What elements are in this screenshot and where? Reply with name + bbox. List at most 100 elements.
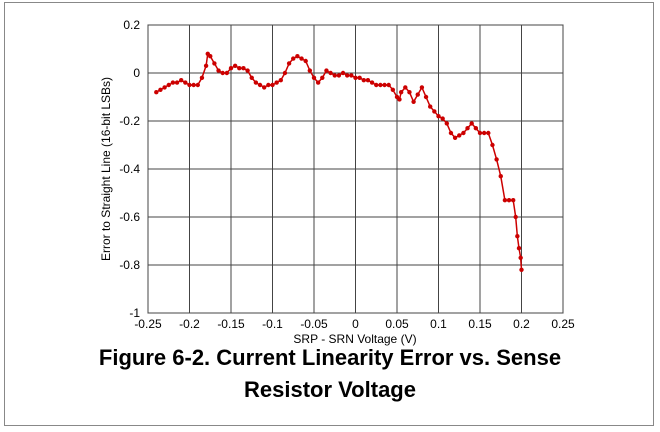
data-point <box>498 174 503 179</box>
y-tick-label: 0.2 <box>123 18 140 32</box>
data-point <box>154 90 159 95</box>
data-point <box>257 82 263 88</box>
data-point <box>340 70 346 76</box>
data-point <box>232 63 238 68</box>
x-tick-label: -0.2 <box>179 317 200 331</box>
data-point <box>490 142 495 148</box>
data-point <box>266 82 271 88</box>
x-tick-label: -0.1 <box>262 317 283 331</box>
x-tick-label: 0.2 <box>513 317 530 331</box>
data-point <box>262 85 267 90</box>
data-point <box>428 104 433 109</box>
data-point <box>286 61 292 66</box>
data-point <box>461 130 466 136</box>
data-point <box>278 78 283 83</box>
data-point <box>506 198 512 203</box>
x-tick-label: -0.05 <box>300 317 328 331</box>
data-point <box>516 246 522 251</box>
data-point <box>502 198 508 203</box>
data-point <box>208 54 213 59</box>
x-tick-label: 0.1 <box>430 317 447 331</box>
x-tick-label: -0.25 <box>134 317 162 331</box>
data-point <box>469 121 474 126</box>
x-tick-label: 0.05 <box>385 317 409 331</box>
data-point <box>224 70 230 76</box>
data-point <box>357 75 362 81</box>
data-point <box>397 97 402 102</box>
data-point <box>518 255 523 260</box>
data-point <box>183 80 188 85</box>
data-point <box>220 70 225 76</box>
figure-frame <box>4 2 654 426</box>
data-point <box>199 75 205 81</box>
data-point <box>382 82 387 88</box>
data-point <box>320 75 325 81</box>
data-point <box>353 75 358 81</box>
data-point <box>162 85 167 90</box>
data-point <box>423 94 429 100</box>
data-point <box>477 130 483 136</box>
data-point <box>444 121 449 126</box>
data-point <box>473 126 479 131</box>
data-point <box>365 78 371 83</box>
data-point <box>237 66 242 71</box>
data-point <box>440 116 445 121</box>
data-point <box>241 66 246 71</box>
data-point <box>179 78 184 83</box>
data-point <box>390 87 396 93</box>
data-point <box>515 234 520 239</box>
y-tick-label: 0 <box>133 66 140 80</box>
y-tick-label: -0.4 <box>119 162 140 176</box>
data-point <box>212 61 217 66</box>
data-point <box>432 109 437 114</box>
y-tick-label: -1 <box>129 306 140 320</box>
data-point <box>436 114 441 119</box>
data-point <box>519 267 524 272</box>
data-point <box>187 82 192 88</box>
y-tick-label: -0.2 <box>119 114 140 128</box>
data-point <box>299 56 304 61</box>
data-point <box>374 82 379 88</box>
data-point <box>419 85 425 90</box>
data-point <box>361 78 366 83</box>
data-point <box>245 68 250 73</box>
data-point <box>249 75 254 81</box>
data-point <box>216 68 221 73</box>
data-point <box>345 73 350 78</box>
x-tick-label: -0.15 <box>217 317 245 331</box>
data-point <box>457 133 462 138</box>
data-point <box>369 80 375 85</box>
data-point <box>407 90 412 95</box>
data-point <box>303 58 308 64</box>
data-point <box>481 130 487 136</box>
data-point <box>307 68 313 73</box>
y-tick-label: -0.6 <box>119 210 140 224</box>
data-point <box>486 130 491 136</box>
data-point <box>513 214 518 220</box>
data-point <box>332 73 337 78</box>
x-tick-label: 0.15 <box>468 317 492 331</box>
data-point <box>191 82 196 88</box>
data-point <box>386 82 391 88</box>
data-point <box>282 70 288 76</box>
data-point <box>195 82 200 88</box>
figure-title: Figure 6-2. Current Linearity Error vs. … <box>98 345 562 402</box>
data-point <box>228 66 234 71</box>
data-point <box>328 70 333 76</box>
y-axis-label: Error to Straight Line (16-bit LSBs) <box>99 77 113 261</box>
data-point <box>315 80 321 85</box>
data-point <box>174 80 180 85</box>
data-point <box>253 80 259 85</box>
data-point <box>158 87 163 93</box>
data-point <box>295 54 300 59</box>
data-point <box>291 56 296 61</box>
data-point <box>336 73 342 78</box>
y-tick-label: -0.8 <box>119 258 140 272</box>
data-point <box>511 198 516 203</box>
data-point <box>170 80 176 85</box>
data-point <box>166 82 171 88</box>
data-point <box>203 63 209 68</box>
data-point <box>448 130 454 136</box>
